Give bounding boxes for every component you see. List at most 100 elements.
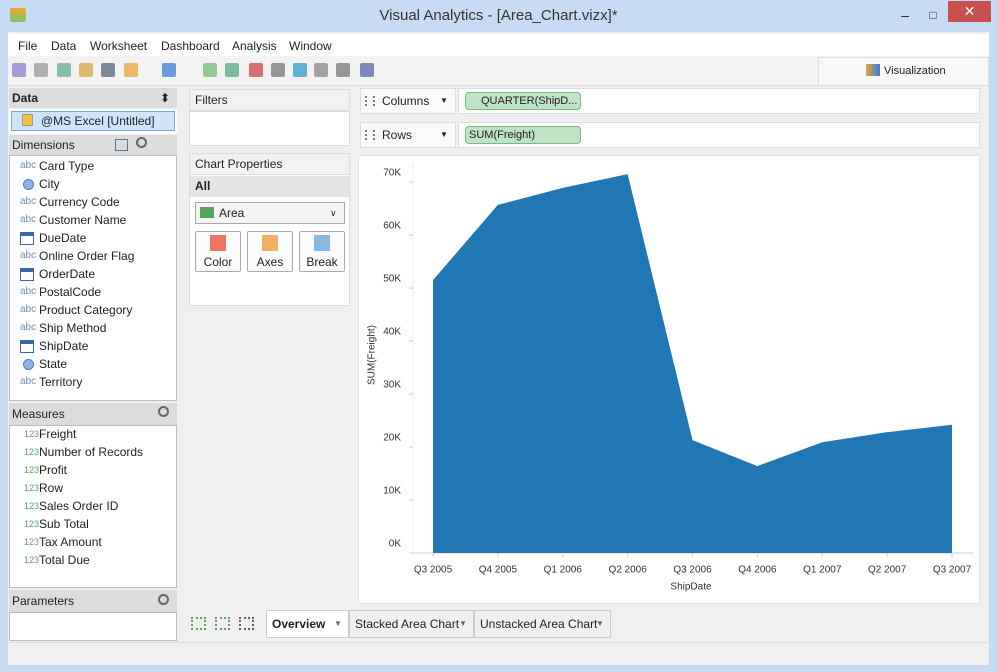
measures-search-icon[interactable] [158,406,169,417]
shelf-pill[interactable]: QUARTER(ShipD... [465,92,581,110]
sheet-tab[interactable]: Overview [266,610,349,638]
x-tick-label: Q2 2007 [868,565,907,576]
dimension-field[interactable]: PostalCode [39,285,102,299]
window-title: Visual Analytics - [Area_Chart.vizx]* [379,7,618,24]
dimension-field[interactable]: Ship Method [39,321,107,335]
y-tick-label: 40K [383,327,401,338]
measures-header: Measures [9,403,177,425]
measure-type: 123 [23,465,39,475]
measure-type: 123 [23,483,39,493]
visualization-tab-label[interactable]: Visualization [884,65,946,77]
tab-bar-button[interactable] [191,617,206,630]
y-tick-label: 20K [383,433,401,444]
y-tick-label: 60K [383,221,401,232]
toolbar-button[interactable] [336,63,350,77]
minimize-button[interactable]: – [901,7,909,23]
dimension-date-icon [20,268,34,281]
dimension-field[interactable]: State [39,357,68,371]
measure-type: 123 [23,555,39,565]
dimension-type: abc [20,214,37,225]
sheet-tab-arrow[interactable]: ▼ [334,619,342,628]
shelf-pill[interactable]: SUM(Freight) [465,126,581,144]
toolbar-button[interactable] [124,63,138,77]
dimension-field[interactable]: Territory [39,375,83,389]
maximize-button[interactable]: □ [929,8,937,22]
shelf-label: Rows [360,122,456,148]
menu-item[interactable]: Window [289,39,332,53]
parameters-search-icon[interactable] [158,594,169,605]
dimension-field[interactable]: Online Order Flag [39,249,135,263]
sheet-tab[interactable]: Unstacked Area Chart [474,610,611,638]
toolbar-button[interactable] [162,63,176,77]
property-button-label[interactable]: Break [306,255,338,269]
toolbar-button[interactable] [101,63,115,77]
dimension-date-icon [20,340,34,353]
data-source[interactable]: @MS Excel [Untitled] [11,111,175,131]
x-tick-label: Q1 2006 [544,565,583,576]
chart: 0K 10K 20K 30K 40K 50K 60K 70K Q3 2005 Q4 2005 Q1 … [367,163,973,593]
x-axis-title: ShipDate [670,582,712,593]
dimension-geo-icon [23,179,34,190]
dimension-field[interactable]: City [39,177,60,191]
toolbar-button[interactable] [271,63,285,77]
dimension-field[interactable]: ShipDate [39,339,89,353]
toolbar-button[interactable] [57,63,71,77]
toolbar-button[interactable] [12,63,26,77]
menu-item[interactable]: Worksheet [90,39,148,53]
chart-type-icon [200,207,214,218]
toolbar-button[interactable] [34,63,48,77]
dimension-field[interactable]: DueDate [39,231,87,245]
measure-field[interactable]: Sub Total [39,517,89,531]
toolbar-button[interactable] [293,63,307,77]
chart-type-dropdown[interactable]: Area [195,202,345,224]
measure-type: 123 [23,501,39,511]
dimension-field[interactable]: Product Category [39,303,133,317]
dimension-field[interactable]: Customer Name [39,213,127,227]
y-axis-title: SUM(Freight) [367,325,378,385]
menu-item[interactable]: File [18,39,38,53]
toolbar-button[interactable] [79,63,93,77]
menu-bar [8,34,989,56]
shelf-dropdown[interactable]: ▼ [440,130,448,139]
property-button-label[interactable]: Color [203,255,233,269]
shelf-icon [365,130,375,140]
measure-field[interactable]: Sales Order ID [39,499,119,513]
status-bar [8,642,989,665]
dimensions-table-icon[interactable] [115,139,128,151]
toolbar-button[interactable] [249,63,263,77]
menu-item[interactable]: Data [51,39,77,53]
toolbar-button[interactable] [360,63,374,77]
measure-field[interactable]: Total Due [39,553,90,567]
toolbar-button[interactable] [314,63,328,77]
property-button-label[interactable]: Axes [256,255,284,269]
dimension-field[interactable]: Card Type [39,159,95,173]
sheet-tab-arrow[interactable]: ▼ [459,619,467,628]
sheet-tab-arrow[interactable]: ▼ [596,619,604,628]
dimension-type: abc [20,160,37,171]
close-button[interactable]: ✕ [948,1,991,22]
tab-bar-button[interactable] [215,617,230,630]
y-tick-label: 70K [383,168,401,179]
measure-field[interactable]: Row [39,481,64,495]
menu-item[interactable]: Analysis [232,39,277,53]
data-header-arrow[interactable]: ⬍ [160,91,171,105]
toolbar-button[interactable] [203,63,217,77]
measure-field[interactable]: Tax Amount [39,535,102,549]
dimension-field[interactable]: OrderDate [39,267,96,281]
toolbar-button[interactable] [225,63,239,77]
dimensions-search-icon[interactable] [136,137,147,148]
dimension-type: abc [20,304,37,315]
measure-field[interactable]: Freight [39,427,77,441]
y-tick-label: 30K [383,380,401,391]
shelf-dropdown[interactable]: ▼ [440,96,448,105]
visualization-tab [818,57,989,85]
measure-field[interactable]: Number of Records [39,445,144,459]
sheet-tab[interactable]: Stacked Area Chart [349,610,474,638]
tab-bar-button[interactable] [239,617,254,630]
measure-field[interactable]: Profit [39,463,68,477]
dimension-field[interactable]: Currency Code [39,195,120,209]
menu-item[interactable]: Dashboard [161,39,220,53]
area [433,174,952,553]
x-tick-label: Q3 2006 [673,565,712,576]
dimension-type: abc [20,250,37,261]
